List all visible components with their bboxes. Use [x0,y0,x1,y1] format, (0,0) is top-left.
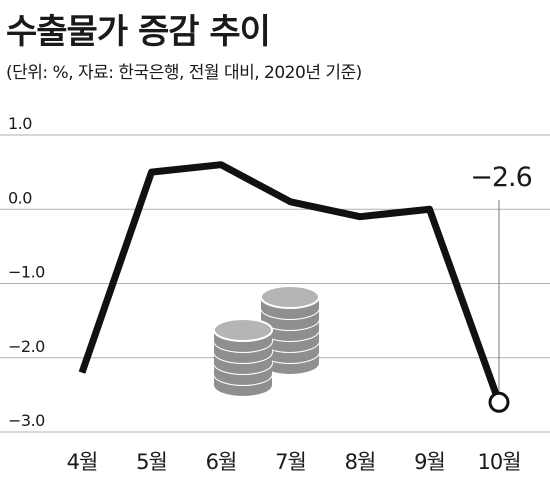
x-category-label: 6월 [206,450,237,474]
y-tick-label: −1.0 [8,263,45,282]
coin-face [213,318,273,342]
x-category-label: 8월 [345,450,376,474]
chart-title: 수출물가 증감 추이 [6,12,271,52]
coin-stacks-icon [213,285,320,396]
x-category-labels: 4월 5월 6월 7월 8월 9월 10월 [67,450,522,474]
y-tick-label: −2.0 [8,337,45,356]
x-category-label: 4월 [67,450,98,474]
callout: −2.6 [470,162,533,193]
callout-value-label: −2.6 [470,162,532,193]
y-tick-label: 1.0 [8,114,32,133]
x-category-label: 5월 [136,450,167,474]
y-tick-labels: 1.0 0.0 −1.0 −2.0 −3.0 [8,114,46,430]
series-line [78,161,503,404]
x-category-label: 7월 [275,450,306,474]
chart-subtitle: (단위: %, 자료: 한국은행, 전월 대비, 2020년 기준) [6,63,362,83]
x-category-label: 9월 [414,450,445,474]
y-tick-label: 0.0 [8,188,32,207]
y-tick-label: −3.0 [8,411,45,430]
x-category-label: 10월 [477,450,520,474]
end-point-marker [488,391,510,413]
series-line-layer [78,161,510,413]
coin-face [260,285,320,309]
grid-lines [0,134,550,433]
